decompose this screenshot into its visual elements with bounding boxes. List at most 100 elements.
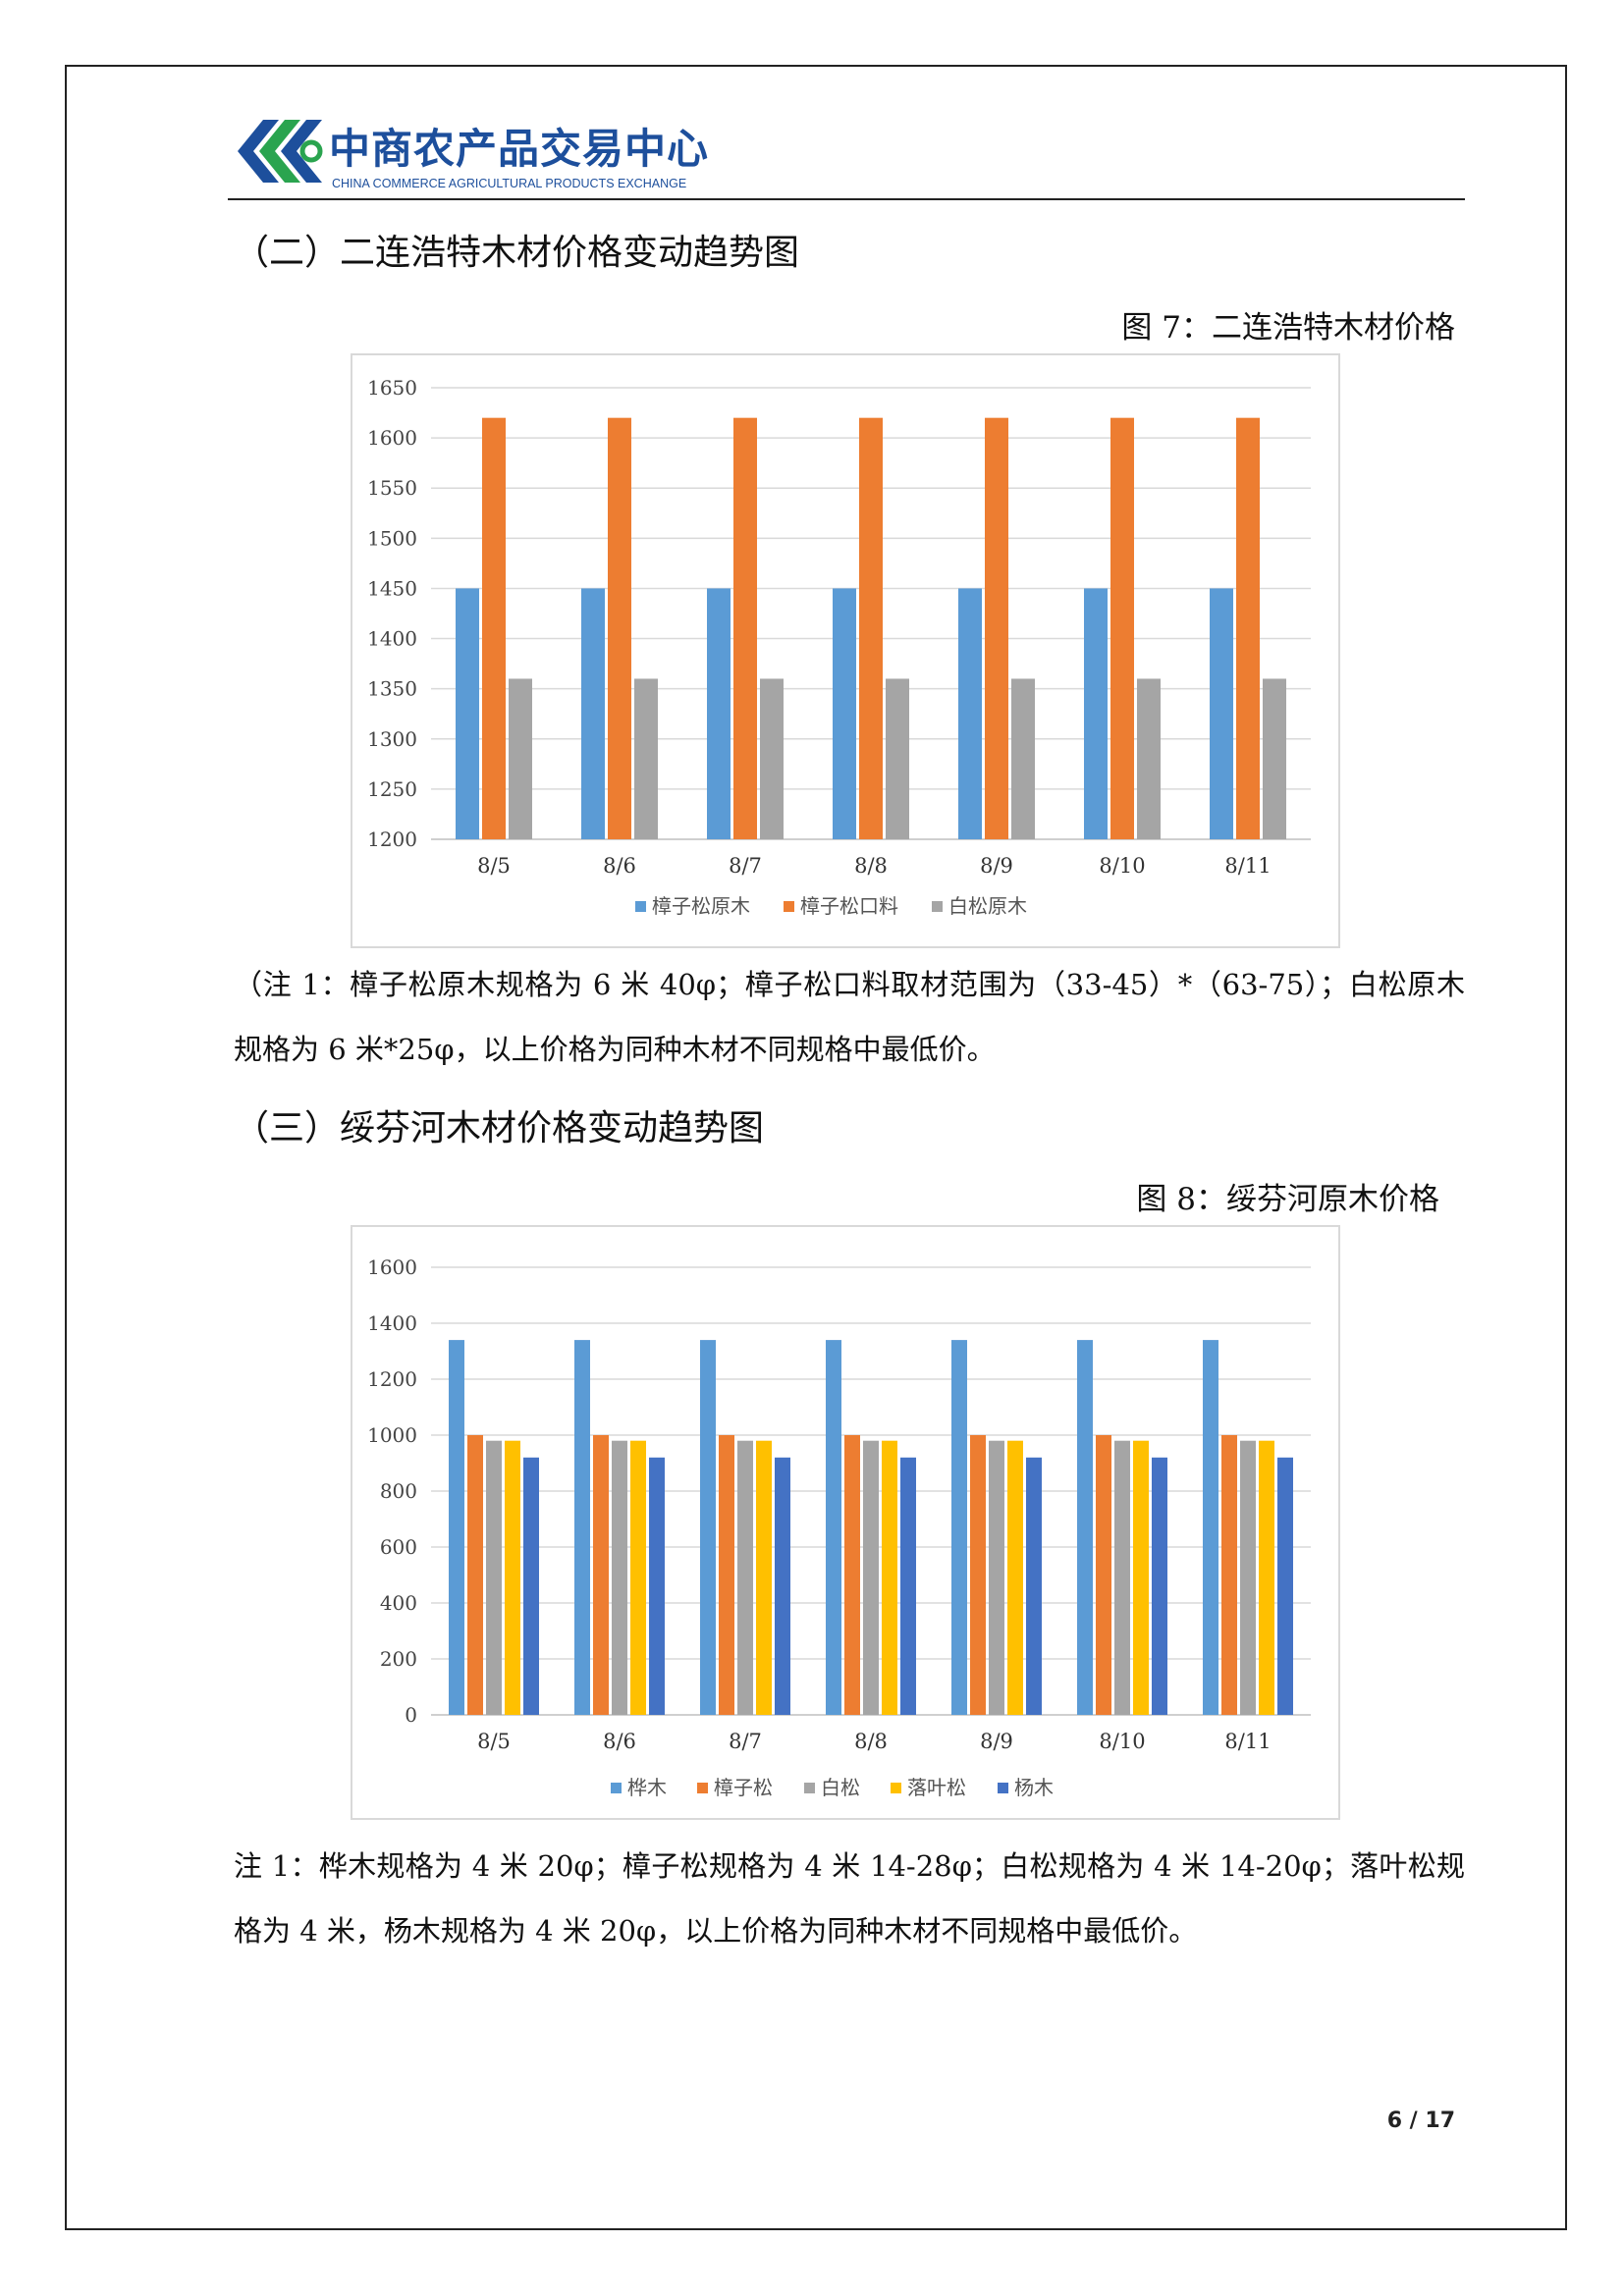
bar bbox=[756, 1440, 772, 1715]
legend-swatch bbox=[804, 1783, 815, 1793]
bar bbox=[951, 1340, 967, 1715]
y-tick-label: 1650 bbox=[367, 376, 417, 400]
bar bbox=[989, 1440, 1004, 1715]
bar bbox=[882, 1440, 897, 1715]
bar bbox=[1114, 1440, 1130, 1715]
page-border bbox=[65, 65, 1567, 2230]
y-tick-label: 1250 bbox=[367, 777, 417, 801]
figure-7-caption: 图 7：二连浩特木材价格 bbox=[1121, 310, 1455, 346]
y-tick-label: 600 bbox=[380, 1535, 417, 1559]
y-tick-label: 1400 bbox=[367, 1311, 417, 1335]
bar bbox=[1137, 678, 1161, 839]
x-tick-label: 8/7 bbox=[729, 1730, 762, 1753]
x-tick-label: 8/8 bbox=[854, 1730, 888, 1753]
bar bbox=[1110, 417, 1134, 839]
bar bbox=[700, 1340, 716, 1715]
y-tick-label: 1000 bbox=[367, 1423, 417, 1447]
y-tick-label: 1450 bbox=[367, 576, 417, 600]
bar bbox=[1277, 1457, 1293, 1715]
bar bbox=[1203, 1340, 1218, 1715]
bar bbox=[707, 588, 731, 839]
x-tick-label: 8/8 bbox=[854, 854, 888, 878]
legend-swatch bbox=[611, 1783, 622, 1793]
bar bbox=[733, 417, 757, 839]
x-tick-label: 8/6 bbox=[603, 1730, 636, 1753]
y-tick-label: 1350 bbox=[367, 677, 417, 701]
bar bbox=[574, 1340, 590, 1715]
legend-label: 落叶松 bbox=[907, 1776, 966, 1799]
bar bbox=[505, 1440, 520, 1715]
bar bbox=[970, 1435, 986, 1715]
bar bbox=[1240, 1440, 1256, 1715]
y-tick-label: 1300 bbox=[367, 727, 417, 751]
bar bbox=[863, 1440, 879, 1715]
bar bbox=[886, 678, 909, 839]
figure-8-caption: 图 8：绥芬河原木价格 bbox=[1136, 1182, 1439, 1217]
bar bbox=[719, 1435, 734, 1715]
logo-chinese-name: 中商农产品交易中心 bbox=[329, 125, 710, 173]
page-number: 6 / 17 bbox=[1386, 2109, 1455, 2133]
legend-label: 樟子松口料 bbox=[800, 894, 898, 918]
legend-label: 桦木 bbox=[627, 1776, 667, 1799]
chart-suifenhe-svg: 0 200 400 600 800 1000 1200 1400 1600 8/5 8/6 8/7 8/… bbox=[367, 1255, 1311, 1799]
legend-label: 杨木 bbox=[1014, 1776, 1054, 1799]
legend-swatch bbox=[998, 1783, 1008, 1793]
bar bbox=[737, 1440, 753, 1715]
bar bbox=[634, 678, 658, 839]
bar bbox=[1133, 1440, 1149, 1715]
x-tick-label: 8/5 bbox=[477, 1730, 511, 1753]
bar bbox=[509, 678, 532, 839]
bar bbox=[1096, 1435, 1111, 1715]
chart-erenhot-svg: 1200 1250 1300 1350 1400 1450 1500 1550 1600 1650… bbox=[367, 376, 1311, 918]
bar bbox=[1259, 1440, 1274, 1715]
y-tick-label: 1200 bbox=[367, 1367, 417, 1391]
header-divider bbox=[228, 198, 1465, 200]
legend-label: 樟子松原木 bbox=[652, 894, 750, 918]
x-tick-label: 8/9 bbox=[980, 1730, 1013, 1753]
y-tick-label: 0 bbox=[405, 1703, 417, 1727]
bar bbox=[523, 1457, 539, 1715]
bar bbox=[467, 1435, 483, 1715]
x-tick-label: 8/11 bbox=[1224, 854, 1271, 878]
chart-erenhot-wood-prices: 1200 1250 1300 1350 1400 1450 1500 1550 1600 1650… bbox=[351, 353, 1340, 948]
bar bbox=[1084, 588, 1108, 839]
y-tick-label: 800 bbox=[380, 1479, 417, 1503]
legend-swatch bbox=[784, 901, 794, 912]
bar bbox=[859, 417, 883, 839]
bar bbox=[482, 417, 506, 839]
x-tick-label: 8/6 bbox=[603, 854, 636, 878]
legend-label: 白松 bbox=[821, 1776, 860, 1799]
bar bbox=[456, 588, 479, 839]
y-tick-label: 1200 bbox=[367, 828, 417, 851]
y-tick-label: 1600 bbox=[367, 1255, 417, 1279]
bar bbox=[649, 1457, 665, 1715]
bar bbox=[826, 1340, 841, 1715]
bar bbox=[1007, 1440, 1023, 1715]
exchange-logo-icon bbox=[238, 120, 323, 183]
x-tick-label: 8/11 bbox=[1224, 1730, 1271, 1753]
x-tick-label: 8/10 bbox=[1099, 1730, 1145, 1753]
bar bbox=[1077, 1340, 1093, 1715]
bar bbox=[1011, 678, 1035, 839]
legend-swatch bbox=[635, 901, 646, 912]
bar bbox=[608, 417, 631, 839]
section-title-erenhot: （二）二连浩特木材价格变动趋势图 bbox=[234, 233, 800, 273]
legend-label: 樟子松 bbox=[714, 1776, 773, 1799]
bar bbox=[581, 588, 605, 839]
bar bbox=[833, 588, 856, 839]
bar bbox=[760, 678, 784, 839]
bar bbox=[775, 1457, 790, 1715]
bar bbox=[449, 1340, 464, 1715]
bar bbox=[958, 588, 982, 839]
y-tick-label: 400 bbox=[380, 1591, 417, 1615]
page-header: 中商农产品交易中心 CHINA COMMERCE AGRICULTURAL PR… bbox=[228, 106, 1465, 200]
y-tick-label: 200 bbox=[380, 1647, 417, 1671]
y-tick-label: 1600 bbox=[367, 426, 417, 450]
y-tick-label: 1550 bbox=[367, 476, 417, 500]
bar bbox=[844, 1435, 860, 1715]
bar bbox=[593, 1435, 609, 1715]
x-tick-label: 8/5 bbox=[477, 854, 511, 878]
y-tick-label: 1400 bbox=[367, 627, 417, 651]
bar bbox=[900, 1457, 916, 1715]
bar bbox=[1210, 588, 1233, 839]
